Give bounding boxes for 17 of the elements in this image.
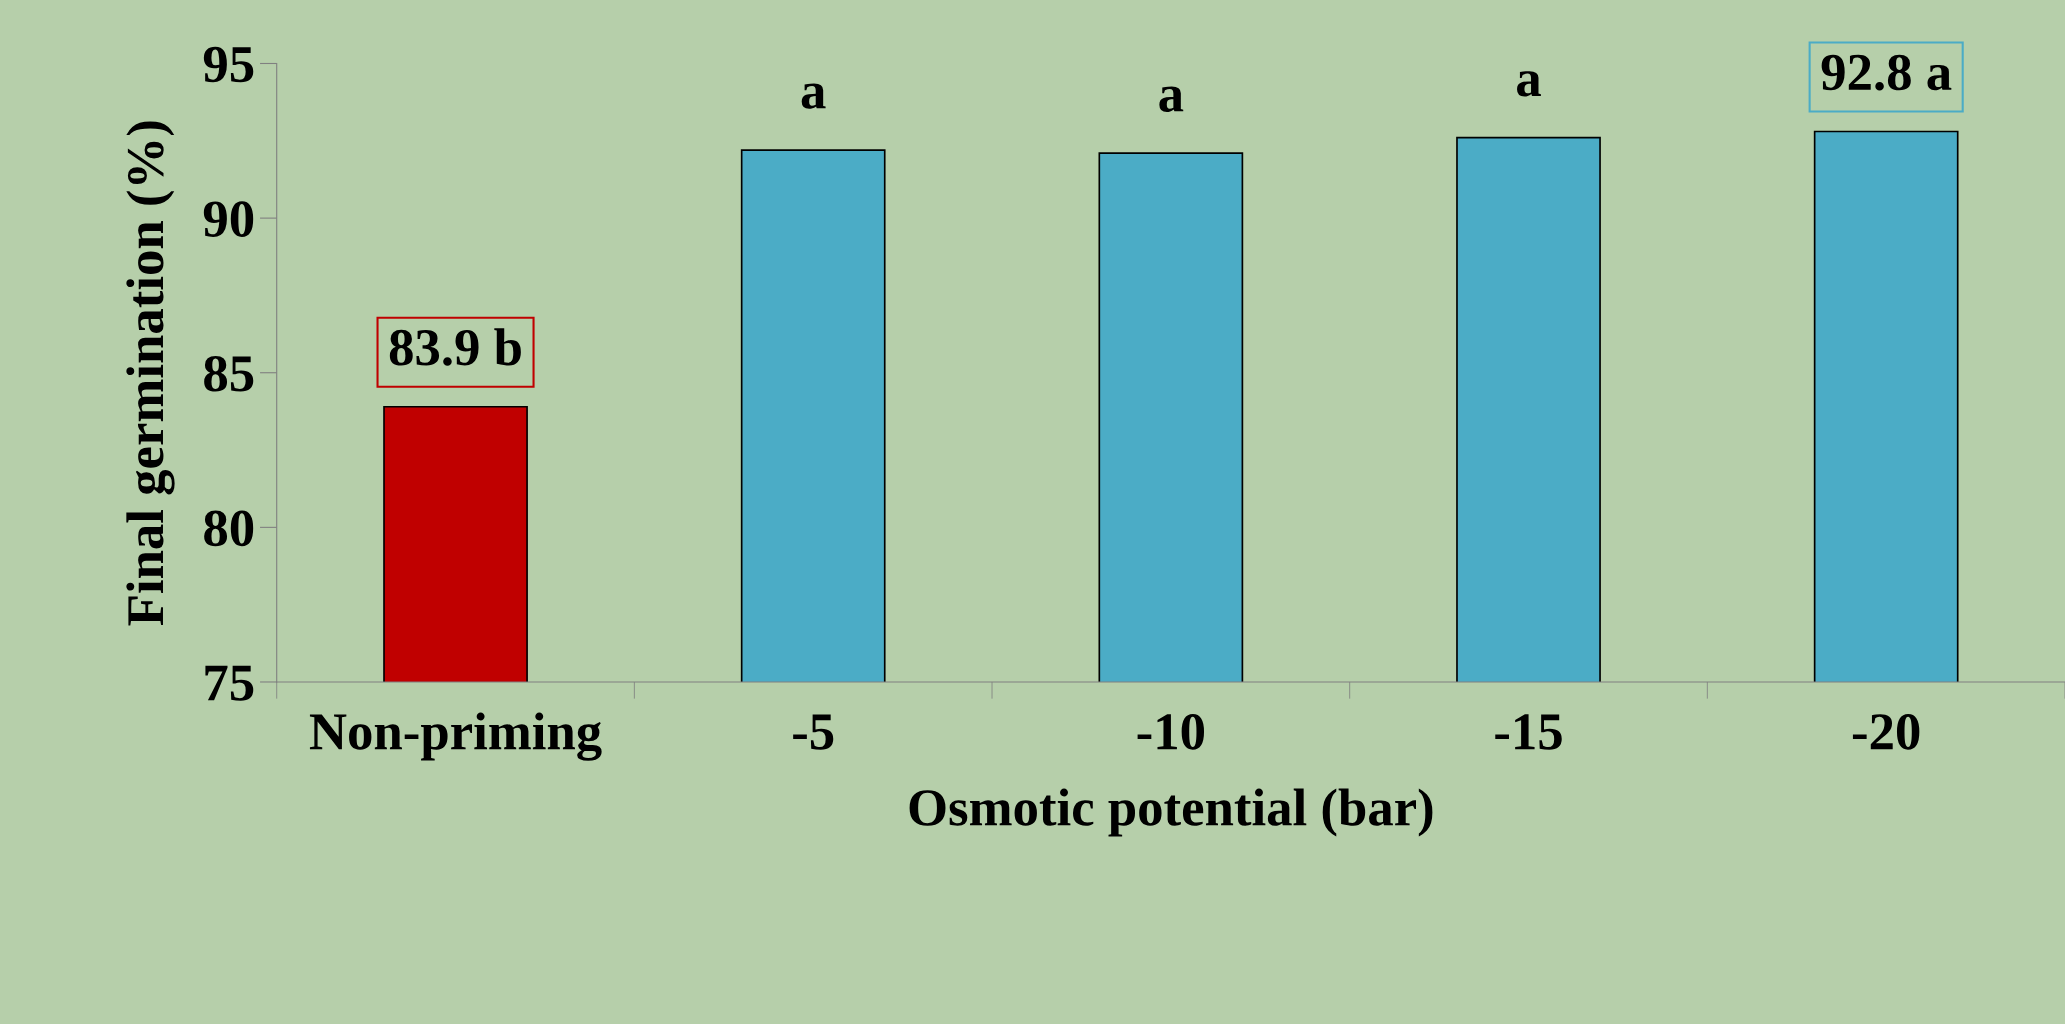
y-tick-label: 80	[204, 510, 254, 547]
annotation: a	[1517, 71, 1541, 97]
x-tick-label: Non-priming	[309, 712, 602, 761]
x-tick-label: -15	[1495, 714, 1562, 750]
y-tick-label: 85	[204, 355, 254, 392]
x-axis-title: Osmotic potential (bar)	[909, 788, 1433, 837]
x-tick-label: -20	[1852, 714, 1920, 750]
x-tick-label: -5	[793, 714, 834, 750]
annotation: a	[1159, 86, 1184, 112]
y-tick-label: 90	[203, 201, 254, 237]
annotation: a	[801, 83, 826, 109]
y-axis-title: Final germination (%)	[126, 121, 175, 626]
x-tick-label: -10	[1137, 714, 1205, 750]
y-tick-label: 75	[205, 665, 254, 701]
y-tick-label: 95	[203, 46, 254, 83]
annotation: 83.9 b	[389, 328, 521, 366]
annotation: 92.8 a	[1821, 54, 1952, 91]
